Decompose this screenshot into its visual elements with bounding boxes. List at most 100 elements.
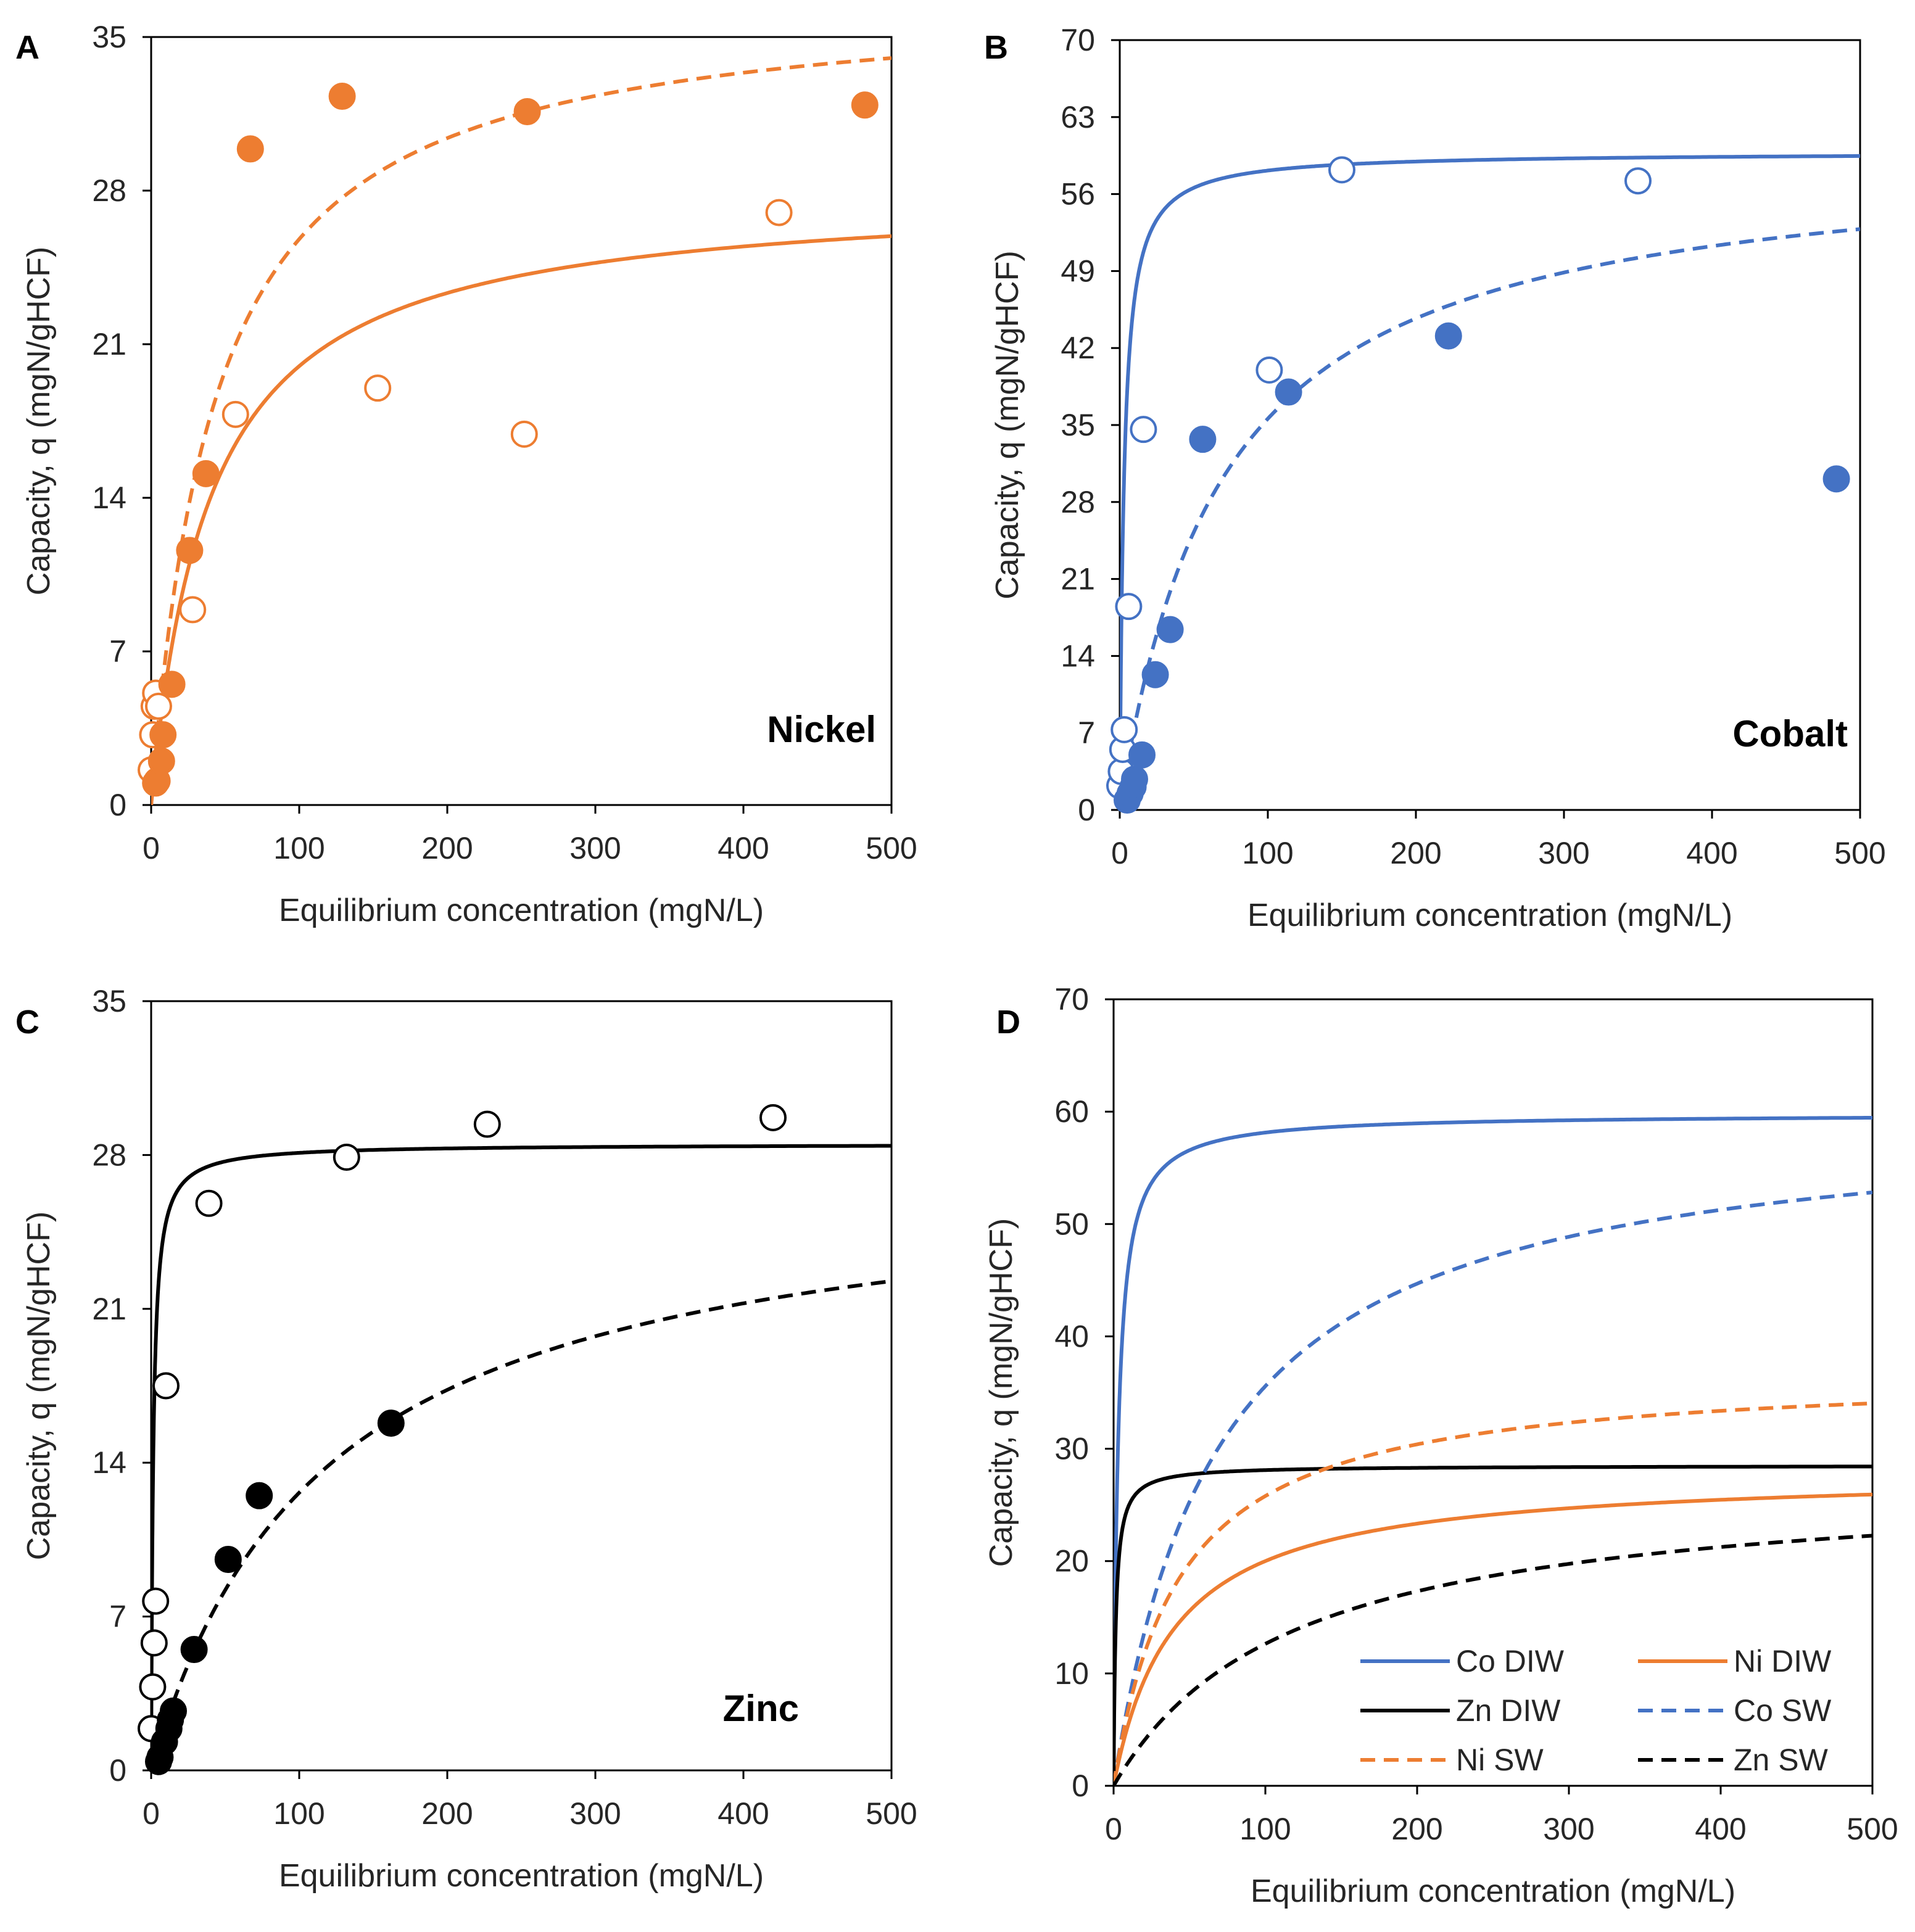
x-axis-title: Equilibrium concentration (mgN/L) bbox=[1251, 1873, 1735, 1909]
open-data-point bbox=[1130, 416, 1157, 444]
x-tick-label: 500 bbox=[866, 831, 917, 865]
panel-letter: A bbox=[15, 29, 39, 66]
open-data-point bbox=[1115, 593, 1143, 621]
filled-data-point bbox=[1275, 378, 1302, 406]
y-tick-label: 7 bbox=[109, 634, 126, 669]
open-data-point bbox=[145, 692, 172, 720]
y-tick-label: 14 bbox=[1061, 638, 1095, 673]
x-axis-title: Equilibrium concentration (mgN/L) bbox=[279, 893, 764, 928]
panel-C: 0 7 14 21 28 35 0 100 200 300 400 500 Equilibrium co… bbox=[15, 984, 917, 1894]
filled-data-point bbox=[1822, 465, 1850, 493]
y-tick-label: 40 bbox=[1054, 1319, 1089, 1353]
x-tick-label: 400 bbox=[718, 1796, 769, 1831]
legend-label: Zn SW bbox=[1734, 1743, 1829, 1777]
x-tick-label: 300 bbox=[1538, 836, 1589, 870]
zn-sw-dashed-fit-curve bbox=[1114, 1534, 1872, 1786]
y-tick-label: 60 bbox=[1054, 1094, 1089, 1129]
x-axis-title: Equilibrium concentration (mgN/L) bbox=[279, 1858, 764, 1894]
x-tick-label: 0 bbox=[143, 1796, 160, 1831]
x-tick-label: 300 bbox=[569, 1796, 621, 1831]
x-tick-label: 500 bbox=[1847, 1812, 1898, 1846]
open-data-point bbox=[364, 374, 392, 402]
legend-label: Co SW bbox=[1734, 1693, 1832, 1728]
y-tick-label: 21 bbox=[92, 327, 126, 361]
panel-letter: D bbox=[996, 1004, 1020, 1041]
filled-data-point bbox=[160, 1697, 187, 1725]
x-tick-label: 300 bbox=[1543, 1812, 1594, 1846]
y-tick-label: 28 bbox=[1061, 485, 1095, 519]
filled-data-point bbox=[180, 1636, 208, 1664]
open-data-point bbox=[142, 1587, 170, 1615]
metal-annotation: Cobalt bbox=[1732, 713, 1848, 754]
open-data-point bbox=[1255, 356, 1283, 384]
x-tick-label: 100 bbox=[273, 831, 325, 865]
x-tick-label: 400 bbox=[1695, 1812, 1746, 1846]
open-data-point bbox=[139, 1673, 167, 1701]
y-axis-title: Capacity, q (mgN/gHCF) bbox=[21, 1212, 57, 1560]
filled-data-point bbox=[246, 1482, 273, 1509]
x-tick-label: 200 bbox=[1391, 1812, 1442, 1846]
filled-data-point bbox=[147, 747, 175, 775]
filled-data-point bbox=[1121, 766, 1148, 793]
open-data-point bbox=[473, 1110, 501, 1138]
open-data-point bbox=[221, 400, 249, 428]
y-tick-label: 0 bbox=[1072, 1769, 1089, 1803]
panel-D: 0 10 20 30 40 50 60 70 0 100 200 300 400 500 Equilibri… bbox=[983, 982, 1898, 1909]
legend-label: Ni SW bbox=[1456, 1743, 1544, 1777]
solid-fit-curve bbox=[1120, 154, 1860, 810]
y-tick-label: 7 bbox=[109, 1600, 126, 1634]
filled-data-point bbox=[214, 1545, 242, 1573]
dashed-fit-curve bbox=[151, 56, 891, 805]
legend: Co DIW Ni DIW Zn DIW Co SW Ni SW Zn SW bbox=[1360, 1644, 1832, 1777]
x-tick-label: 400 bbox=[1686, 836, 1737, 870]
panel-A: 0 7 14 21 28 35 0 100 200 300 400 500 Equilibrium co… bbox=[15, 20, 917, 928]
open-data-point bbox=[1328, 156, 1355, 184]
filled-data-point bbox=[1156, 616, 1184, 643]
x-tick-label: 300 bbox=[569, 831, 621, 865]
panel-letter: B bbox=[984, 29, 1008, 66]
y-tick-label: 10 bbox=[1054, 1656, 1089, 1691]
filled-data-point bbox=[513, 97, 541, 125]
y-tick-label: 63 bbox=[1061, 100, 1095, 134]
x-tick-label: 0 bbox=[1105, 1812, 1122, 1846]
filled-data-point bbox=[149, 721, 177, 749]
y-axis-title: Capacity, q (mgN/gHCF) bbox=[983, 1218, 1019, 1567]
y-tick-label: 14 bbox=[92, 1445, 126, 1480]
open-data-point bbox=[510, 420, 538, 448]
open-data-point bbox=[140, 1629, 168, 1657]
y-tick-label: 70 bbox=[1054, 982, 1089, 1017]
y-tick-label: 21 bbox=[1061, 562, 1095, 597]
x-tick-label: 200 bbox=[1390, 836, 1441, 870]
plot-frame bbox=[150, 36, 893, 806]
y-tick-label: 56 bbox=[1061, 177, 1095, 212]
x-tick-label: 500 bbox=[1834, 836, 1885, 870]
open-data-point bbox=[152, 1372, 180, 1400]
y-tick-label: 35 bbox=[92, 984, 126, 1018]
ni-diw-solid-fit-curve bbox=[1114, 1492, 1872, 1786]
y-axis-title: Capacity, q (mgN/gHCF) bbox=[990, 250, 1025, 599]
filled-data-point bbox=[328, 83, 356, 110]
y-tick-label: 35 bbox=[92, 20, 126, 54]
x-tick-label: 100 bbox=[1239, 1812, 1291, 1846]
ni-sw-dashed-fit-curve bbox=[1114, 1402, 1872, 1786]
filled-data-point bbox=[1189, 426, 1217, 453]
open-data-point bbox=[765, 199, 793, 226]
dashed-fit-curve bbox=[151, 1279, 891, 1770]
x-tick-label: 400 bbox=[718, 831, 769, 865]
y-tick-label: 28 bbox=[92, 173, 126, 208]
filled-data-point bbox=[1128, 741, 1156, 769]
filled-data-point bbox=[377, 1410, 405, 1437]
y-tick-label: 28 bbox=[92, 1137, 126, 1172]
filled-data-point bbox=[192, 460, 220, 487]
filled-data-point bbox=[158, 671, 186, 698]
co-diw-solid-fit-curve bbox=[1114, 1116, 1872, 1786]
panel-letter: C bbox=[15, 1004, 39, 1041]
x-tick-label: 0 bbox=[1111, 836, 1128, 870]
y-tick-label: 14 bbox=[92, 481, 126, 515]
open-data-point bbox=[759, 1104, 787, 1131]
y-tick-label: 0 bbox=[109, 1753, 126, 1788]
filled-data-point bbox=[1434, 322, 1462, 350]
open-data-point bbox=[195, 1189, 223, 1217]
